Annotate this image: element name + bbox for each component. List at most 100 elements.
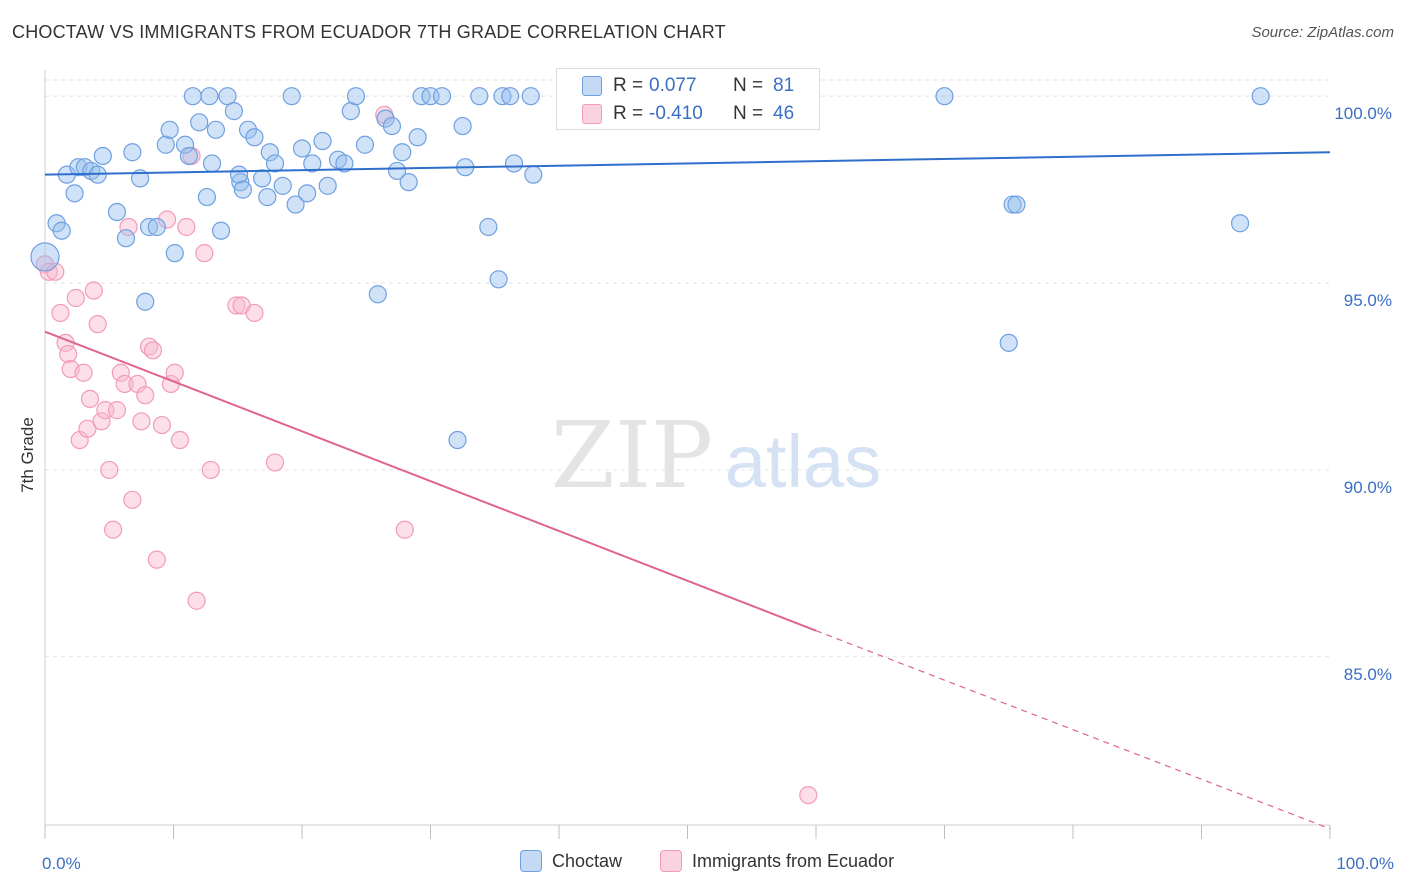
watermark-zip: ZIP (551, 402, 713, 509)
y-tick-label: 95.0% (1344, 291, 1392, 310)
choctaw-point (524, 165, 543, 184)
choctaw-point (200, 87, 219, 106)
stats-r-label: R = (613, 75, 644, 96)
ecuador-point (395, 520, 414, 539)
ecuador-point (136, 386, 155, 405)
choctaw-point (1230, 214, 1250, 233)
choctaw-point (253, 169, 272, 188)
choctaw-point (147, 217, 166, 237)
choctaw-point (999, 333, 1018, 352)
choctaw-point (231, 173, 250, 192)
choctaw-point (218, 87, 237, 106)
choctaw-point (130, 169, 150, 188)
choctaw-point (123, 143, 142, 162)
tick-labels: 100.0% 95.0% 90.0% 85.0% 0.0% 100.0% (42, 104, 1394, 873)
choctaw-point (52, 221, 71, 240)
choctaw-point (265, 154, 285, 173)
choctaw-point (368, 285, 387, 304)
ecuador-point (170, 430, 190, 450)
choctaw-point (453, 116, 472, 136)
choctaw-point (504, 154, 524, 173)
ecuador-point (201, 460, 220, 480)
ecuador-point (143, 341, 163, 360)
choctaw-point (1007, 195, 1026, 214)
choctaw-point (179, 146, 199, 166)
choctaw-trend-line (44, 151, 1331, 176)
axes (44, 70, 1331, 839)
legend-swatch-ecuador (660, 850, 682, 872)
stats-n-value: 81 (773, 75, 795, 96)
choctaw-point (298, 184, 317, 203)
legend-item-choctaw: Choctaw (520, 850, 622, 872)
choctaw-point (432, 87, 452, 106)
legend-item-ecuador: Immigrants from Ecuador (660, 850, 894, 872)
choctaw-point (1003, 195, 1022, 214)
ecuador-point (177, 217, 196, 237)
choctaw-point (65, 184, 84, 203)
choctaw-point (190, 113, 209, 132)
stats-swatch-ecuador (582, 104, 602, 124)
ecuador-point (195, 244, 214, 263)
choctaw-point (156, 135, 175, 154)
ecuador-point (157, 210, 177, 229)
choctaw-point (273, 176, 292, 195)
choctaw-point (501, 87, 520, 106)
choctaw-point (30, 242, 60, 272)
stats-r-value: -0.410 (649, 103, 703, 124)
y-tick-label: 90.0% (1344, 478, 1392, 497)
choctaw-point (335, 154, 354, 173)
ecuador-point (78, 419, 97, 438)
choctaw-point (136, 292, 155, 311)
choctaw-point (399, 173, 418, 192)
stats-n-value: 46 (773, 103, 795, 124)
ecuador-point (152, 415, 172, 435)
ecuador-point (74, 363, 93, 382)
ecuador-trend-line (44, 330, 817, 632)
legend-swatch-choctaw (520, 850, 542, 872)
choctaw-point (346, 87, 366, 106)
choctaw-point (470, 87, 489, 106)
choctaw-point (355, 135, 375, 154)
ecuador-point (245, 303, 264, 323)
choctaw-point (206, 120, 226, 139)
choctaw-point (408, 128, 427, 147)
choctaw-point (376, 109, 395, 128)
watermark-atlas: atlas (725, 420, 881, 503)
ecuador-point (51, 303, 70, 323)
ecuador-point (187, 591, 206, 610)
choctaw-point (493, 87, 512, 106)
choctaw-point (211, 221, 231, 240)
stats-legend: R = 0.077 N = 81 R = -0.410 N = 46 (556, 68, 820, 130)
choctaw-point (165, 244, 184, 263)
chart-title: CHOCTAW VS IMMIGRANTS FROM ECUADOR 7TH G… (12, 22, 726, 42)
ecuador-point (107, 401, 127, 420)
choctaw-point (233, 180, 252, 199)
ecuador-point (132, 412, 151, 431)
choctaw-point (448, 430, 467, 450)
choctaw-point (393, 143, 412, 162)
choctaw-point (224, 102, 243, 121)
source-label: Source: ZipAtlas.com (1251, 24, 1394, 41)
ecuador-trend-extension (815, 630, 1331, 830)
choctaw-point (521, 87, 540, 106)
watermark: ZIP atlas (551, 402, 881, 509)
choctaw-point (116, 229, 136, 248)
choctaw-point (489, 270, 508, 289)
ecuador-point (799, 785, 818, 805)
choctaw-point (479, 217, 498, 237)
choctaw-point (260, 143, 279, 162)
ecuador-point (111, 363, 130, 382)
ecuador-point (88, 315, 107, 334)
y-tick-label: 100.0% (1334, 104, 1392, 123)
choctaw-point (160, 120, 179, 139)
stats-row-ecuador: R = -0.410 N = 46 (582, 99, 813, 129)
legend-label-choctaw: Choctaw (552, 850, 623, 871)
trend-lines (44, 151, 1331, 830)
ecuador-point (92, 412, 111, 431)
ecuador-point (265, 453, 285, 472)
choctaw-point (197, 187, 217, 207)
stats-row-choctaw: R = 0.077 N = 81 (582, 71, 813, 101)
ecuador-point (147, 550, 166, 569)
legend-label-ecuador: Immigrants from Ecuador (692, 850, 895, 871)
